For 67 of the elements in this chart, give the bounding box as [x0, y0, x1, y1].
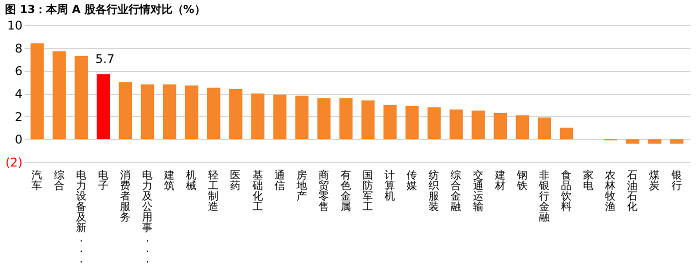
x-tick-label: 国防军工 — [362, 170, 374, 213]
y-tick-label: 6 — [14, 64, 22, 78]
x-tick-label: 非银行金融 — [538, 168, 550, 224]
bar — [74, 56, 88, 140]
x-tick-label: 汽车 — [32, 170, 43, 192]
x-tick-label: 计算机 — [384, 168, 396, 202]
bar — [361, 100, 375, 140]
x-tick-label: 建材 — [494, 168, 506, 192]
x-tick-label: 商贸零售 — [318, 168, 330, 213]
x-tick-label: 银行 — [670, 170, 682, 192]
bar — [339, 98, 353, 140]
x-tick-label: 传媒 — [406, 170, 418, 192]
bar — [295, 96, 308, 140]
bar — [118, 82, 132, 140]
bar — [229, 88, 242, 140]
x-tick-label: 钢铁 — [516, 170, 528, 192]
category-label: 电力及公用事... — [142, 170, 153, 266]
bar — [96, 74, 110, 140]
x-tick-label: 综合 — [54, 168, 65, 192]
bar — [162, 84, 176, 140]
x-tick-label: 纺织服装 — [428, 168, 440, 213]
x-tick-label: 家电 — [583, 168, 594, 192]
bar — [428, 107, 441, 140]
bar — [273, 94, 286, 140]
y-tick-label: (2) — [6, 156, 22, 170]
bar — [670, 139, 684, 144]
chart-title: 图 13：本周 A 股各行业行情对比（%） — [5, 3, 206, 16]
bar — [560, 128, 574, 140]
x-tick-label: 交通运输 — [472, 168, 484, 213]
x-tick-label: 石油石化 — [627, 170, 638, 213]
x-tick-label: 电子 — [98, 168, 109, 192]
x-tick-label: 有色金属 — [340, 170, 352, 213]
bar — [317, 98, 331, 140]
bar — [52, 51, 66, 140]
x-tick-label: 机械 — [186, 170, 198, 192]
y-tick-label: 8 — [14, 41, 22, 56]
bar — [251, 94, 264, 140]
x-tick-label: 煤炭 — [649, 170, 660, 192]
y-tick-label: 10 — [7, 18, 22, 32]
y-tick-label: 0 — [14, 132, 22, 147]
category-label: 电力设备及新... — [76, 170, 87, 266]
x-tick-label: 通信 — [274, 168, 286, 192]
bar — [494, 112, 507, 140]
bar — [538, 117, 552, 140]
bar — [207, 88, 220, 140]
bar — [516, 115, 530, 140]
x-tick-label: 轻工制造 — [208, 170, 220, 213]
bar — [450, 109, 463, 140]
bar — [383, 104, 397, 140]
x-tick-label: 综合金融 — [450, 168, 462, 213]
x-tick-label: 消费者服务 — [120, 168, 131, 224]
x-tick-label: 房地产 — [295, 168, 308, 202]
x-tick-label: 医药 — [230, 170, 242, 192]
bar — [184, 86, 198, 140]
y-tick-label: 4 — [14, 87, 22, 101]
bar — [648, 139, 662, 144]
bar — [472, 110, 485, 140]
data-label: 5.7 — [95, 52, 114, 66]
x-tick-label: 建筑 — [163, 168, 176, 192]
bar — [406, 106, 419, 140]
bar — [626, 139, 640, 144]
y-tick-label: 2 — [14, 110, 22, 124]
bar — [30, 43, 44, 140]
bar — [140, 84, 154, 140]
x-tick-label: 农林牧渔 — [604, 170, 616, 213]
x-tick-label: 基础化工 — [251, 168, 264, 213]
x-tick-label: 食品饮料 — [560, 170, 572, 213]
